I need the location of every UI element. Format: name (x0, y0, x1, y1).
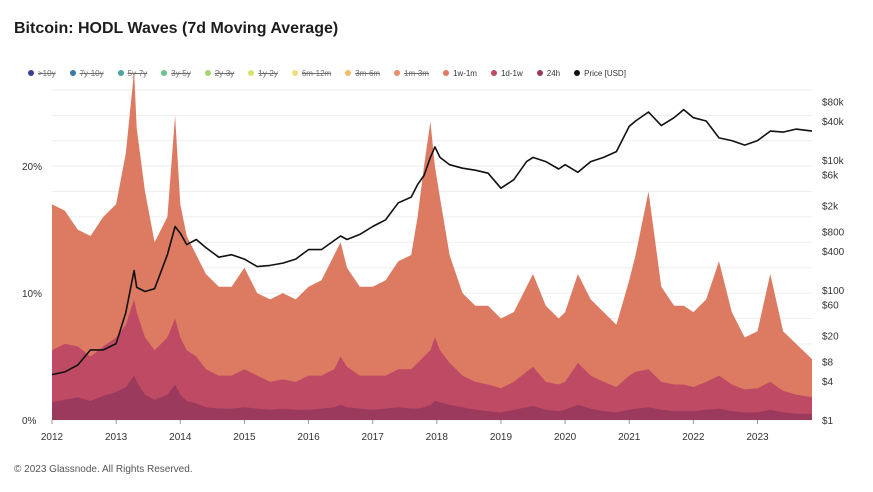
y-right-tick-label: $8 (822, 357, 834, 368)
legend-marker (248, 70, 255, 76)
y-right-tick-label: $40k (822, 117, 845, 128)
y-right-tick-label: $6k (822, 171, 839, 182)
y-right-tick-label: $20 (822, 331, 839, 342)
y-right-tick-label: $10k (822, 156, 845, 167)
chart-title: Bitcoin: HODL Waves (7d Moving Average) (14, 20, 339, 37)
legend-label: 7y-10y (79, 68, 104, 78)
legend-item-5y-7y[interactable]: 5y-7y (117, 68, 148, 78)
legend-label: 3y-5y (171, 68, 191, 78)
legend-label: 3m-6m (355, 68, 381, 78)
legend-item-7y-10y[interactable]: 7y-10y (69, 68, 104, 78)
x-tick-label: 2013 (105, 432, 128, 443)
legend-label: 1m-3m (404, 68, 429, 78)
legend-label: Price [USD] (584, 68, 626, 78)
legend-label: 24h (546, 68, 561, 78)
legend-item-gt-10y[interactable]: >10y (28, 69, 56, 78)
legend-item-2y-3y[interactable]: 2y-3y (204, 68, 235, 78)
legend-label: 5y-7y (127, 68, 148, 78)
legend-marker (490, 70, 497, 76)
x-tick-label: 2016 (297, 432, 320, 443)
y-left-tick-label: 20% (22, 162, 42, 173)
legend-item-24h[interactable]: 24h (536, 68, 561, 78)
x-tick-label: 2023 (746, 432, 769, 443)
y-left-tick-label: 10% (22, 289, 42, 300)
legend-marker (204, 70, 211, 76)
legend-label: 1d-1w (500, 68, 523, 78)
x-tick-label: 2014 (169, 432, 192, 443)
y-right-tick-label: $2k (822, 202, 839, 213)
x-tick-label: 2018 (426, 432, 449, 443)
legend-label: 2y-3y (214, 68, 235, 78)
y-right-tick-label: $400 (822, 247, 845, 258)
area-band-24h (52, 375, 812, 420)
x-tick-label: 2017 (362, 432, 385, 443)
legend-item-1y-2y[interactable]: 1y-2y (248, 69, 278, 78)
legend-marker (345, 70, 352, 76)
area-band-1w-1m (52, 71, 812, 420)
y-right-tick-label: $1 (822, 416, 834, 427)
legend-item-1m-3m[interactable]: 1m-3m (394, 69, 429, 78)
legend-item-6m-12m[interactable]: 6m-12m (291, 68, 332, 78)
legend-item-1w-1m[interactable]: 1w-1m (442, 68, 477, 78)
x-tick-label: 2019 (490, 432, 513, 443)
legend-item-3y-5y[interactable]: 3y-5y (161, 69, 191, 78)
x-tick-label: 2021 (618, 432, 641, 443)
y-right-tick-label: $80k (822, 97, 845, 108)
chart-legend: >10y 7y-10y 5y-7y 3y-5y 2y-3y 1y-2y 6m-12m 3m-6… (28, 66, 640, 80)
legend-marker (574, 70, 581, 76)
x-tick-label: 2015 (233, 432, 256, 443)
legend-marker (28, 70, 34, 76)
legend-item-price-usd[interactable]: Price [USD] (574, 69, 626, 78)
legend-item-3m-6m[interactable]: 3m-6m (345, 69, 380, 78)
y-right-tick-label: $4 (822, 377, 834, 388)
legend-marker (161, 70, 168, 76)
area-band-1d-1w (52, 299, 812, 420)
x-tick-label: 2020 (554, 432, 577, 443)
y-right-tick-label: $60 (822, 300, 839, 311)
legend-label: 6m-12m (301, 68, 332, 78)
copyright-text: © 2023 Glassnode. All Rights Reserved. (14, 464, 193, 475)
x-tick-label: 2012 (41, 432, 64, 443)
y-left-tick-label: 0% (22, 416, 37, 427)
y-right-tick-label: $800 (822, 227, 845, 238)
legend-marker (117, 70, 124, 76)
legend-marker (442, 70, 449, 76)
legend-label: 1w-1m (452, 68, 477, 78)
legend-label: 1y-2y (258, 68, 278, 78)
x-tick-label: 2022 (682, 432, 705, 443)
legend-marker (536, 70, 543, 76)
price-line (51, 108, 813, 376)
y-right-tick-label: $100 (822, 286, 845, 297)
legend-item-1d-1w[interactable]: 1d-1w (490, 68, 523, 78)
legend-marker (291, 70, 298, 76)
legend-label: >10y (38, 68, 56, 78)
legend-marker (394, 70, 401, 76)
legend-marker (69, 70, 76, 76)
